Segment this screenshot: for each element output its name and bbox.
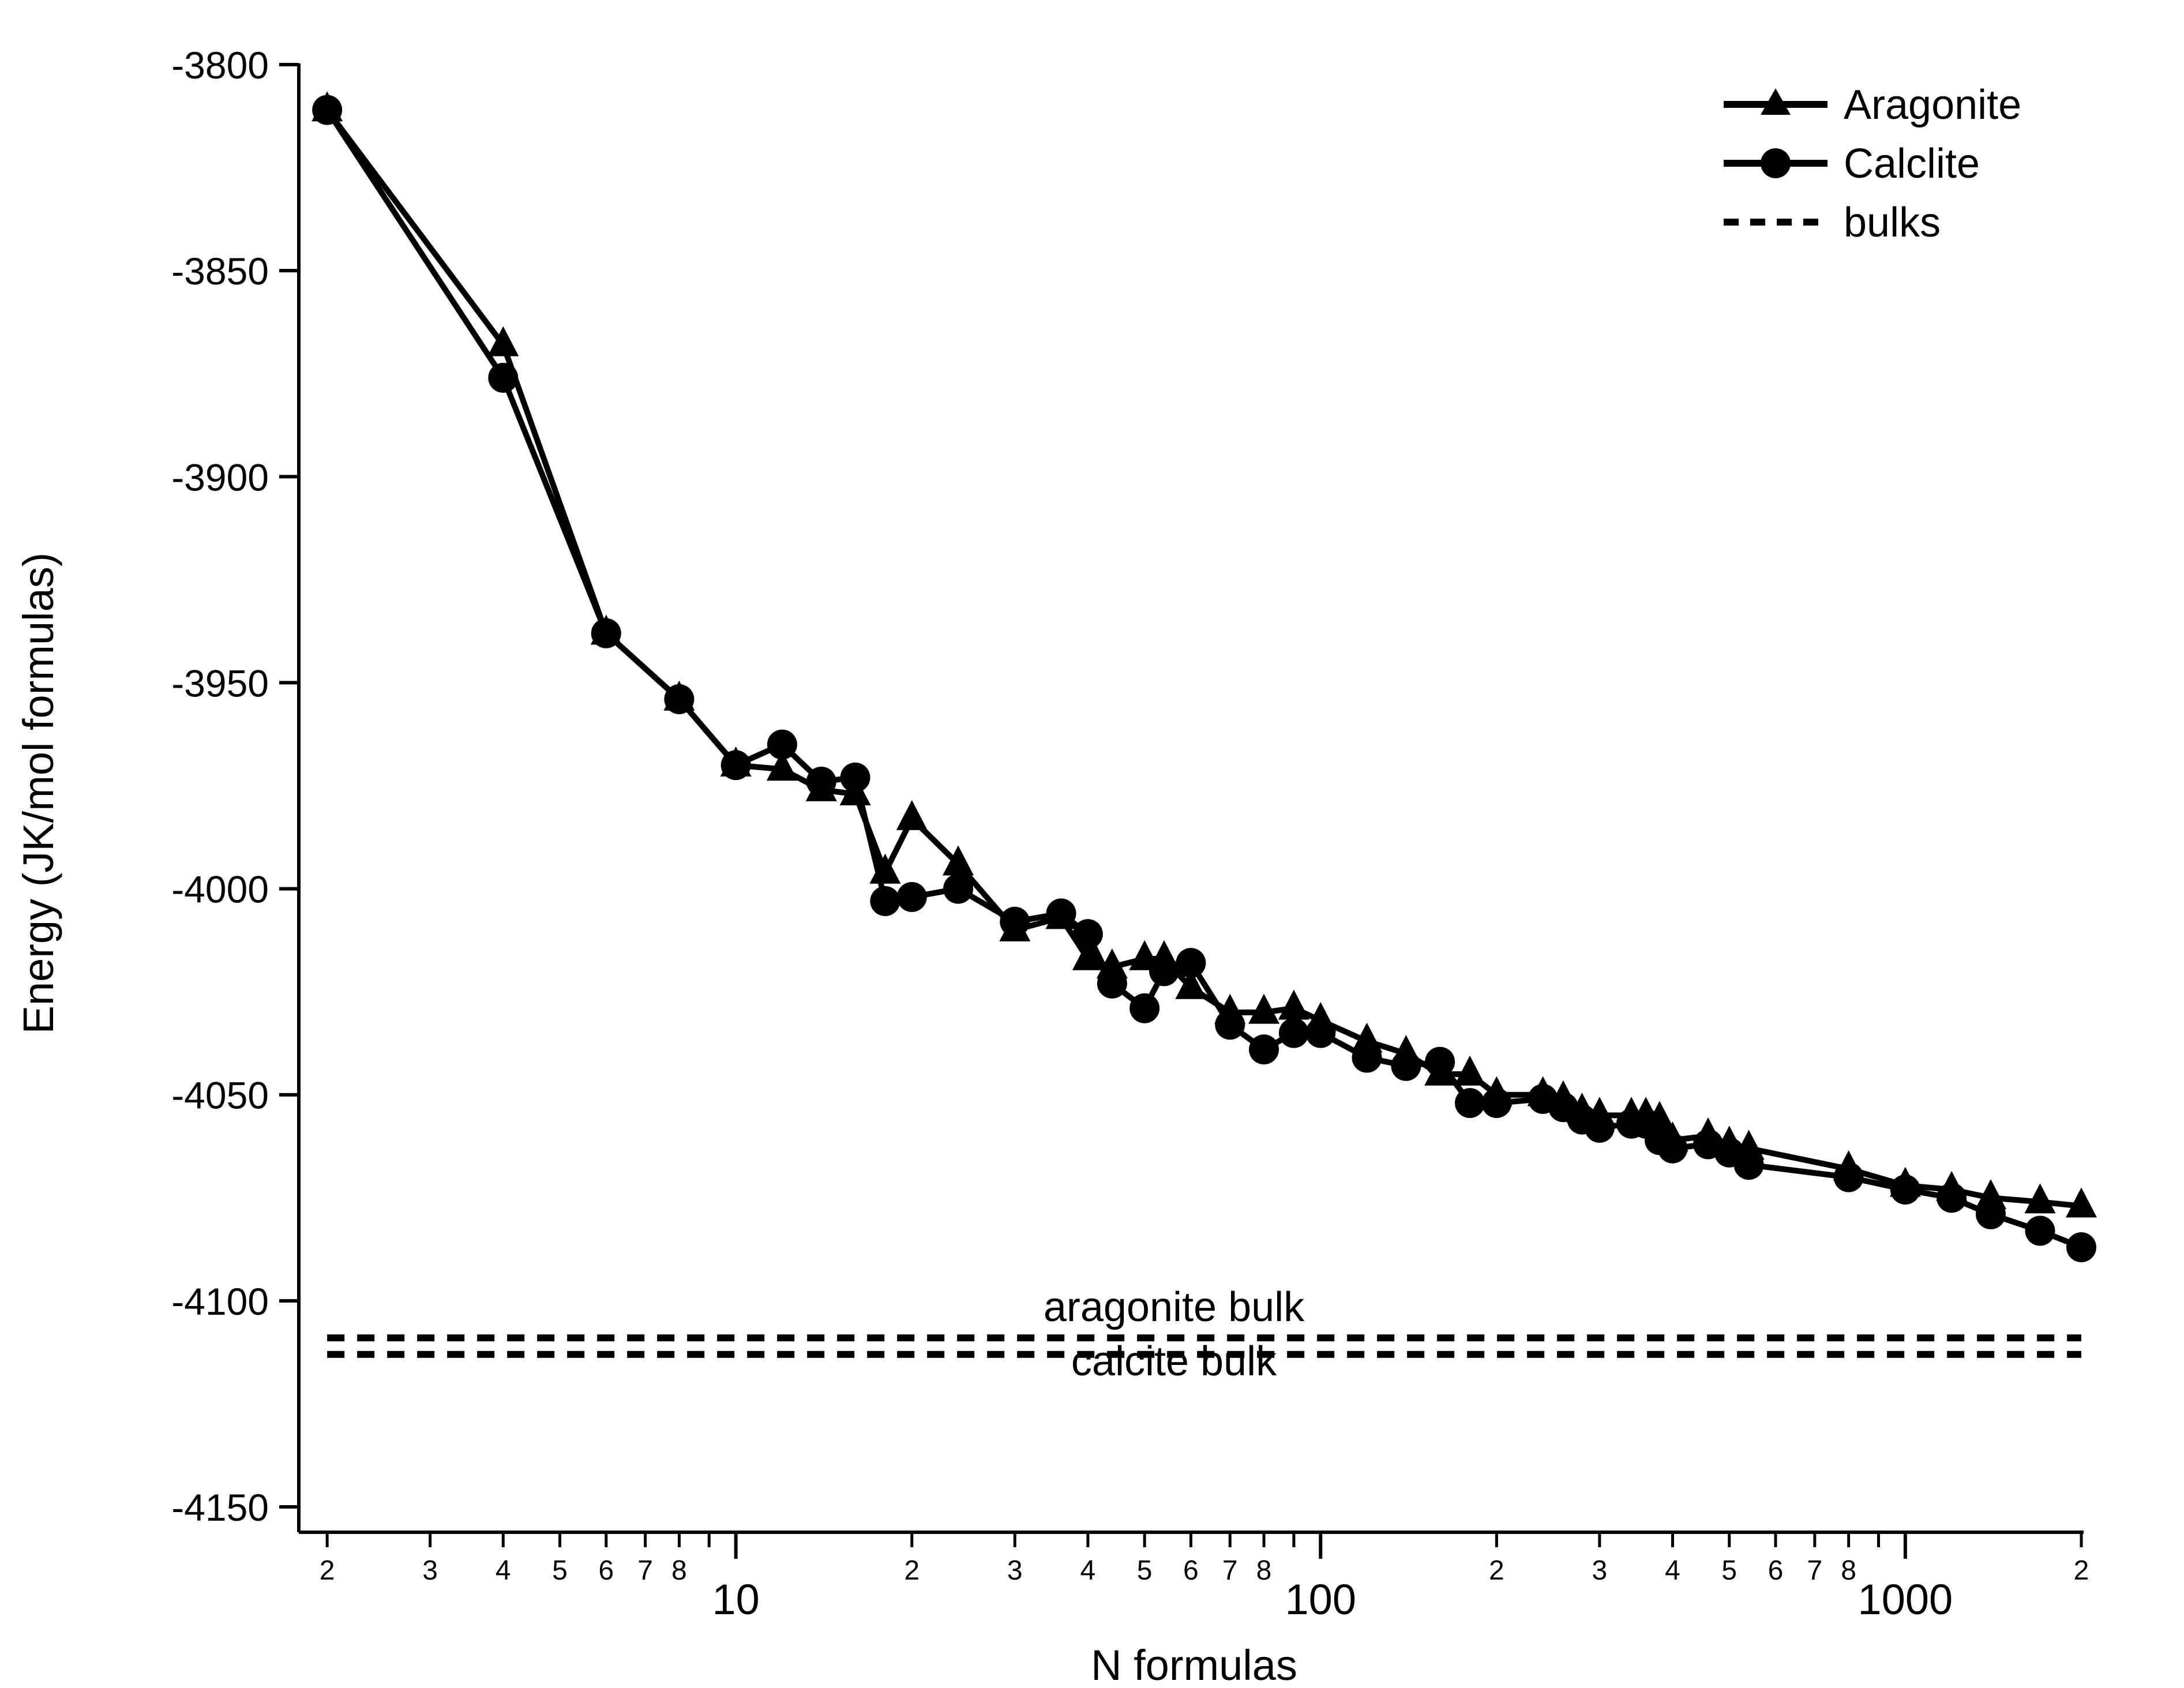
x-minor-tick-label: 6 — [1768, 1555, 1784, 1586]
aragonite-point — [2066, 1187, 2097, 1218]
calclite-point — [1733, 1150, 1764, 1180]
calclite-point — [1249, 1034, 1279, 1065]
y-tick-label: -3900 — [171, 456, 269, 498]
x-minor-tick-label: 2 — [904, 1555, 920, 1586]
calclite-point — [1305, 1018, 1336, 1048]
x-minor-tick-label: 4 — [1080, 1555, 1096, 1586]
calclite-point — [591, 618, 621, 648]
legend-label-calclite: Calclite — [1844, 141, 1980, 187]
calclite-point — [1072, 919, 1103, 950]
aragonite-point — [1248, 993, 1280, 1024]
calclite-point — [840, 762, 870, 793]
y-tick-label: -4100 — [171, 1280, 269, 1323]
calclite-point — [943, 873, 974, 904]
calclite-point — [1455, 1088, 1485, 1118]
x-minor-tick-label: 4 — [496, 1555, 511, 1586]
calclite-point — [1481, 1088, 1512, 1118]
x-major-tick-label: 10 — [712, 1576, 759, 1623]
x-major-tick-label: 1000 — [1858, 1576, 1953, 1623]
x-minor-tick-label: 3 — [1007, 1555, 1023, 1586]
x-minor-tick-label: 3 — [1592, 1555, 1608, 1586]
x-minor-tick-label: 7 — [637, 1555, 653, 1586]
calclite-point — [1000, 906, 1030, 937]
x-minor-tick-label: 8 — [1841, 1555, 1856, 1586]
calclite-point — [2025, 1216, 2055, 1246]
aragonite-point — [766, 751, 798, 781]
calclite-point — [1391, 1051, 1421, 1081]
calclite-point — [1097, 968, 1127, 999]
aragonite-point — [1454, 1055, 1486, 1086]
calcite-bulk-label: calcite bulk — [1071, 1338, 1277, 1385]
y-tick-label: -3800 — [171, 44, 269, 87]
calclite-point — [1046, 898, 1076, 929]
calclite-point — [1584, 1112, 1615, 1143]
calclite-point — [721, 750, 751, 781]
x-minor-tick-label: 2 — [320, 1555, 335, 1586]
calclite-point — [488, 362, 519, 393]
x-minor-tick-label: 5 — [552, 1555, 568, 1586]
y-tick-label: -3850 — [171, 250, 269, 292]
calclite-point — [1975, 1199, 2006, 1229]
series-layer — [312, 91, 2097, 1262]
aragonite-point — [943, 845, 974, 876]
legend-circle-marker — [1761, 148, 1791, 178]
y-tick-label: -3950 — [171, 662, 269, 704]
legend-label-aragonite: Aragonite — [1844, 82, 2021, 128]
calclite-point — [1657, 1133, 1688, 1164]
aragonite-point — [1278, 989, 1309, 1020]
aragonite-point — [896, 800, 928, 830]
calclite-point — [1937, 1183, 1967, 1213]
x-major-tick-label: 100 — [1285, 1576, 1356, 1623]
x-minor-tick-label: 8 — [1256, 1555, 1272, 1586]
y-axis: -3800 -3850 -3900 -3950 -4000 -4050 -4100 -4150 — [171, 44, 301, 1532]
x-minor-tick-label: 6 — [598, 1555, 614, 1586]
x-axis-title: N formulas — [1091, 1641, 1297, 1688]
calclite-point — [767, 729, 797, 760]
calclite-point — [1890, 1175, 1920, 1205]
legend-label-bulks: bulks — [1844, 200, 1941, 246]
x-minor-tick-label: 5 — [1721, 1555, 1737, 1586]
y-tick-label: -4000 — [171, 868, 269, 911]
calclite-point — [312, 95, 343, 125]
x-minor-tick-label: 2 — [2074, 1555, 2089, 1586]
calclite-point — [1215, 1010, 1245, 1040]
calclite-point — [1176, 948, 1206, 978]
x-minor-tick-label: 5 — [1137, 1555, 1153, 1586]
calclite-point — [1129, 993, 1160, 1023]
x-minor-tick-label: 4 — [1665, 1555, 1680, 1586]
calclite-point — [664, 684, 695, 714]
series-calclite — [312, 95, 2096, 1262]
aragonite-point — [1175, 969, 1207, 999]
calclite-point — [1425, 1046, 1455, 1077]
legend: Aragonite Calclite bulks — [1724, 82, 2021, 246]
x-minor-tick-label: 7 — [1807, 1555, 1823, 1586]
aragonite-point — [2024, 1183, 2056, 1214]
y-tick-label: -4150 — [171, 1486, 269, 1529]
y-tick-label: -4050 — [171, 1074, 269, 1117]
aragonite-point — [487, 326, 519, 357]
x-minor-tick-label: 2 — [1489, 1555, 1504, 1586]
x-minor-tick-label: 7 — [1222, 1555, 1238, 1586]
calclite-point — [1352, 1042, 1382, 1073]
bulk-reference-lines — [327, 1334, 2081, 1358]
calclite-point — [1149, 956, 1180, 986]
x-minor-tick-label: 8 — [671, 1555, 687, 1586]
x-minor-tick-label: 3 — [422, 1555, 438, 1586]
calclite-point — [896, 881, 927, 912]
calclite-point — [2066, 1232, 2096, 1262]
calclite-point — [1833, 1162, 1864, 1192]
aragonite-point — [1072, 940, 1104, 970]
y-axis-title: Energy (JK/mol formulas) — [14, 553, 62, 1034]
calclite-point — [806, 766, 836, 797]
calclite-point — [1278, 1018, 1309, 1048]
x-minor-tick-label: 6 — [1183, 1555, 1199, 1586]
legend-triangle-marker — [1761, 88, 1791, 115]
aragonite-bulk-label: aragonite bulk — [1044, 1284, 1305, 1330]
calclite-point — [870, 886, 900, 916]
